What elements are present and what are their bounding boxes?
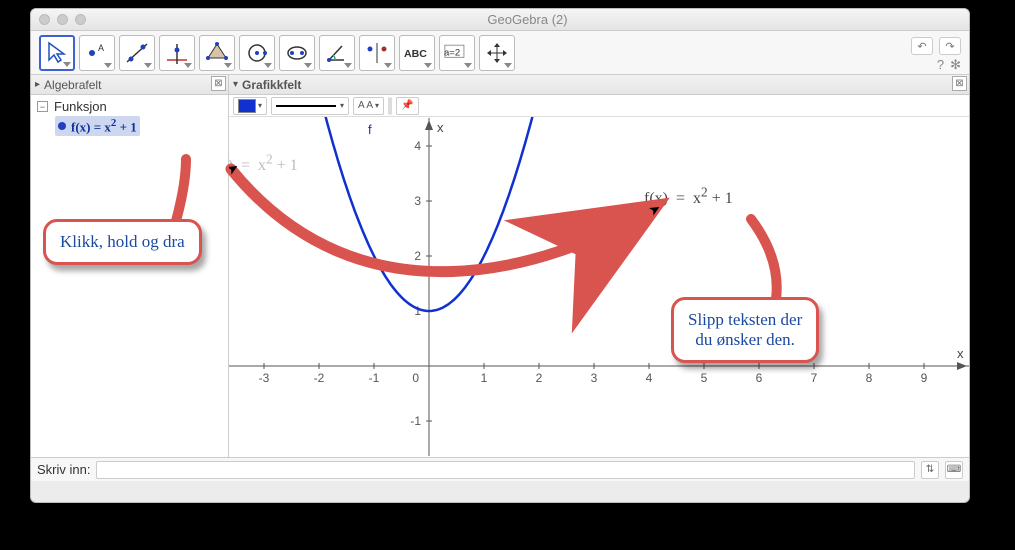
svg-text:1: 1 <box>481 371 488 385</box>
color-picker[interactable]: ▾ <box>233 97 267 115</box>
tool-ellipse-button[interactable] <box>279 35 315 71</box>
callout-left: Klikk, hold og dra <box>43 219 202 265</box>
svg-text:2: 2 <box>414 249 421 263</box>
tool-text-button[interactable]: ABC <box>399 35 435 71</box>
svg-text:2: 2 <box>536 371 543 385</box>
input-bar: Skriv inn: ⇅ ⌨ <box>31 457 969 481</box>
svg-text:ABC: ABC <box>404 48 427 60</box>
style-bar: ▾ ▾ A A▾ 📌 <box>229 95 969 117</box>
svg-text:3: 3 <box>414 194 421 208</box>
separator <box>388 97 392 115</box>
callout-right: Slipp teksten der du ønsker den. <box>671 297 819 363</box>
svg-text:x: x <box>437 120 444 135</box>
undo-button[interactable]: ↶ <box>911 37 933 55</box>
input-keypad-button[interactable]: ⌨ <box>945 461 963 479</box>
algebra-panel: ▸ Algebrafelt ⊠ − Funksjon f(x) = x2 + 1 <box>31 75 229 457</box>
tool-reflect-button[interactable] <box>359 35 395 71</box>
graphics-title: Grafikkfelt <box>242 78 301 92</box>
font-size-picker[interactable]: A A▾ <box>353 97 384 115</box>
svg-text:-3: -3 <box>259 371 270 385</box>
app-window: GeoGebra (2) A ABC a=2 ↶ ↷ ? ✻ ▸ Algebrafe… <box>30 8 970 503</box>
tool-line-button[interactable] <box>119 35 155 71</box>
window-title: GeoGebra (2) <box>86 12 969 27</box>
zoom-window-button[interactable] <box>75 14 86 25</box>
minimize-window-button[interactable] <box>57 14 68 25</box>
main-toolbar: A ABC a=2 ↶ ↷ ? ✻ <box>31 31 969 75</box>
collapse-category-icon[interactable]: − <box>37 101 48 112</box>
svg-text:f: f <box>368 122 372 137</box>
tool-move-view-button[interactable] <box>479 35 515 71</box>
algebra-category[interactable]: − Funksjon <box>37 99 222 114</box>
svg-text:A: A <box>98 43 104 53</box>
tool-point-button[interactable]: A <box>79 35 115 71</box>
svg-text:5: 5 <box>701 371 708 385</box>
svg-text:3: 3 <box>591 371 598 385</box>
svg-text:-1: -1 <box>410 414 421 428</box>
svg-text:-1: -1 <box>369 371 380 385</box>
algebra-header[interactable]: ▸ Algebrafelt ⊠ <box>31 75 228 95</box>
algebra-close-button[interactable]: ⊠ <box>211 76 226 91</box>
color-swatch-icon <box>238 99 256 113</box>
font-label: A A <box>358 100 373 111</box>
graphics-close-button[interactable]: ⊠ <box>952 76 967 91</box>
category-label: Funksjon <box>54 99 107 114</box>
algebra-item[interactable]: f(x) = x2 + 1 <box>55 116 140 136</box>
svg-text:1: 1 <box>414 304 421 318</box>
graph-svg: -3-2-112345678910-112340xxf <box>229 117 969 457</box>
input-field[interactable] <box>96 461 915 479</box>
svg-text:8: 8 <box>866 371 873 385</box>
collapse-icon: ▾ <box>233 79 238 90</box>
visibility-dot-icon[interactable] <box>58 122 66 130</box>
line-sample-icon <box>276 105 336 107</box>
tool-slider-button[interactable]: a=2 <box>439 35 475 71</box>
callout-right-line2: du ønsker den. <box>695 330 795 349</box>
svg-text:4: 4 <box>646 371 653 385</box>
collapse-icon: ▸ <box>35 79 40 90</box>
tool-angle-button[interactable] <box>319 35 355 71</box>
function-expression: f(x) = x2 + 1 <box>71 117 137 135</box>
graphics-panel: ▾ Grafikkfelt ⊠ ▾ ▾ A A▾ 📌 -3-2-11234567… <box>229 75 969 457</box>
svg-text:x: x <box>957 346 964 361</box>
traffic-lights <box>39 14 86 25</box>
svg-text:0: 0 <box>412 371 419 385</box>
toolbar-right: ↶ ↷ ? ✻ <box>911 37 961 73</box>
svg-text:a=2: a=2 <box>444 47 460 58</box>
callout-right-line1: Slipp teksten der <box>688 310 802 329</box>
tool-circle-button[interactable] <box>239 35 275 71</box>
redo-button[interactable]: ↷ <box>939 37 961 55</box>
svg-text:9: 9 <box>921 371 928 385</box>
input-history-button[interactable]: ⇅ <box>921 461 939 479</box>
settings-button[interactable]: ✻ <box>950 57 961 73</box>
input-label: Skriv inn: <box>37 462 90 477</box>
titlebar: GeoGebra (2) <box>31 9 969 31</box>
svg-text:-2: -2 <box>314 371 325 385</box>
panels: ▸ Algebrafelt ⊠ − Funksjon f(x) = x2 + 1 <box>31 75 969 457</box>
line-style-picker[interactable]: ▾ <box>271 97 349 115</box>
graphics-header[interactable]: ▾ Grafikkfelt ⊠ <box>229 75 969 95</box>
svg-text:7: 7 <box>811 371 818 385</box>
tool-perpendicular-button[interactable] <box>159 35 195 71</box>
close-window-button[interactable] <box>39 14 50 25</box>
pin-button[interactable]: 📌 <box>396 97 418 115</box>
tool-polygon-button[interactable] <box>199 35 235 71</box>
tool-move-button[interactable] <box>39 35 75 71</box>
svg-text:4: 4 <box>414 139 421 153</box>
algebra-title: Algebrafelt <box>44 78 101 92</box>
help-button[interactable]: ? <box>937 57 944 73</box>
graphics-canvas[interactable]: -3-2-112345678910-112340xxf f(x) = x2 + … <box>229 117 969 457</box>
algebra-body: − Funksjon f(x) = x2 + 1 <box>31 95 228 140</box>
svg-text:6: 6 <box>756 371 763 385</box>
callout-left-text: Klikk, hold og dra <box>60 232 185 251</box>
